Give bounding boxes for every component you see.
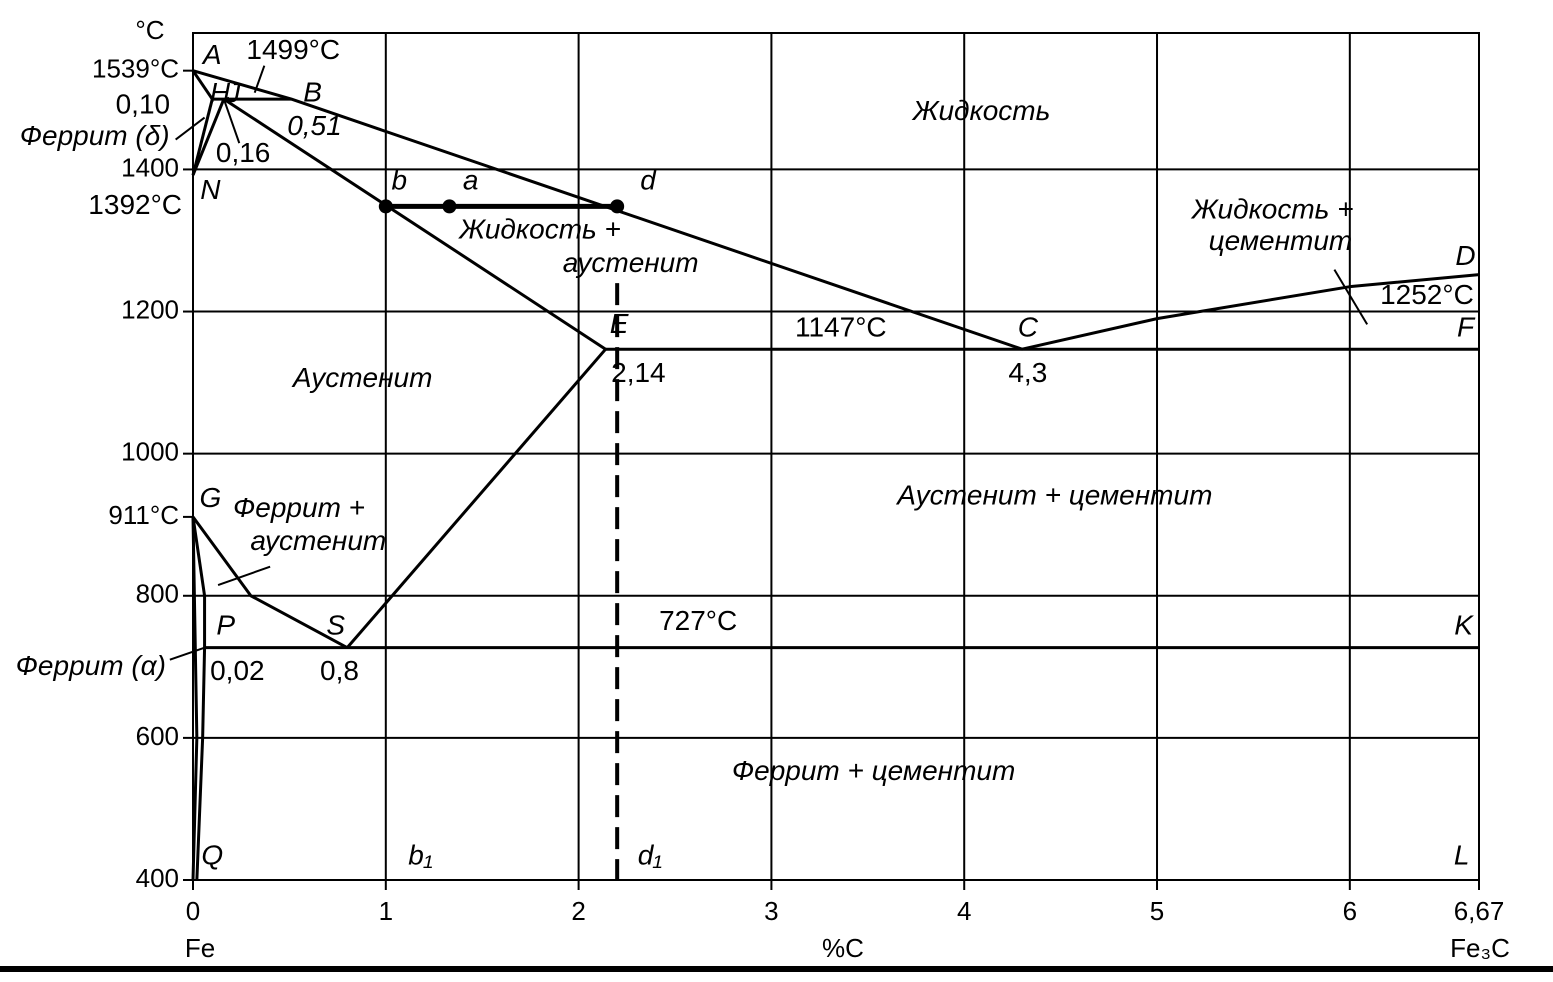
y-tick-label: 600 xyxy=(136,721,179,751)
phase-line xyxy=(191,98,214,176)
annotation: цементит xyxy=(1209,225,1353,256)
x-tick-label: 3 xyxy=(764,896,778,926)
annotation: аустенит xyxy=(250,525,386,556)
y-axis-label: °C xyxy=(135,15,164,45)
annotation: Q xyxy=(201,840,223,871)
annotation: Феррит + xyxy=(233,492,365,523)
phase-line xyxy=(169,646,205,661)
phase-line xyxy=(222,98,241,144)
phase-line xyxy=(191,516,348,649)
x-tick-label: 0 xyxy=(186,896,200,926)
x-tick-label: 5 xyxy=(1150,896,1164,926)
annotation: 4,3 xyxy=(1008,357,1047,388)
annotation: 1147°C xyxy=(795,312,887,343)
annotation: Феррит + цементит xyxy=(732,755,1015,786)
y-tick-label: 1539°C xyxy=(92,54,179,84)
y-tick-label: 1200 xyxy=(121,294,179,324)
annotation: Феррит (α) xyxy=(16,650,166,681)
phase-line xyxy=(191,69,214,100)
phase-line xyxy=(191,516,207,648)
x-start-label: Fe xyxy=(185,933,215,963)
annotation: Жидкость + xyxy=(457,214,621,245)
x-tick-label: 4 xyxy=(957,896,971,926)
annotation: S xyxy=(326,609,345,640)
phase-line xyxy=(175,116,206,141)
annotation: N xyxy=(200,174,221,205)
annotation: 0,02 xyxy=(210,655,265,686)
phase-line xyxy=(1021,273,1480,351)
y-tick-label: 800 xyxy=(136,579,179,609)
phase-line xyxy=(217,565,271,587)
annotation: H xyxy=(210,77,231,108)
point xyxy=(610,199,625,214)
annotation: 1499°C xyxy=(246,34,340,65)
phase-line xyxy=(192,69,1023,351)
annotation: Жидкость xyxy=(911,95,1051,126)
annotation: A xyxy=(201,39,222,70)
annotation: аустенит xyxy=(563,247,699,278)
y-tick-label: 911°C xyxy=(108,500,179,530)
point xyxy=(378,199,393,214)
annotation: K xyxy=(1454,609,1474,640)
phase-line xyxy=(191,98,226,176)
annotation: Аустенит xyxy=(291,362,433,393)
annotation: 0,8 xyxy=(320,655,359,686)
annotation: D xyxy=(1455,240,1475,271)
x-axis-label: %C xyxy=(822,933,864,963)
y-tick-label: 1400 xyxy=(121,152,179,182)
annotation: L xyxy=(1454,840,1470,871)
x-tick-label: 6 xyxy=(1343,896,1357,926)
annotation: 727°C xyxy=(659,605,737,636)
y-tick-label: 400 xyxy=(136,863,179,893)
annotation: Аустенит + цементит xyxy=(895,479,1212,510)
annotation: P xyxy=(216,609,235,640)
annotation: B xyxy=(303,76,322,107)
annotation: a xyxy=(463,165,479,196)
x-tick-label: 6,67 xyxy=(1454,896,1505,926)
annotation: C xyxy=(1018,312,1039,343)
phase-line xyxy=(1333,269,1369,325)
annotation: 2,14 xyxy=(611,357,666,388)
phase-line xyxy=(195,647,207,881)
annotation: 1252°C xyxy=(1380,279,1474,310)
annotation: F xyxy=(1457,312,1476,343)
annotation: J xyxy=(225,77,241,108)
x-end-label: Fe₃C xyxy=(1450,933,1510,963)
annotation: G xyxy=(199,482,221,513)
phase-line xyxy=(191,516,199,881)
x-tick-label: 1 xyxy=(379,896,393,926)
x-tick-label: 2 xyxy=(571,896,585,926)
annotation: d xyxy=(640,165,657,196)
annotation: Феррит (δ) xyxy=(20,120,170,151)
phase-line xyxy=(223,97,607,351)
annotation: 0,51 xyxy=(287,110,342,141)
y-tick-label: 1000 xyxy=(121,437,179,467)
point xyxy=(442,199,457,214)
phase-line xyxy=(253,65,266,94)
annotation: 1392°C xyxy=(88,189,182,220)
annotation: E xyxy=(610,308,629,339)
annotation: d₁ xyxy=(638,840,663,871)
annotation: b xyxy=(392,165,408,196)
annotation: 0,16 xyxy=(216,137,271,168)
annotation: 0,10 xyxy=(116,89,171,120)
annotation: Жидкость + xyxy=(1190,194,1354,225)
annotation: b₁ xyxy=(408,840,433,871)
phase-line xyxy=(346,348,607,649)
